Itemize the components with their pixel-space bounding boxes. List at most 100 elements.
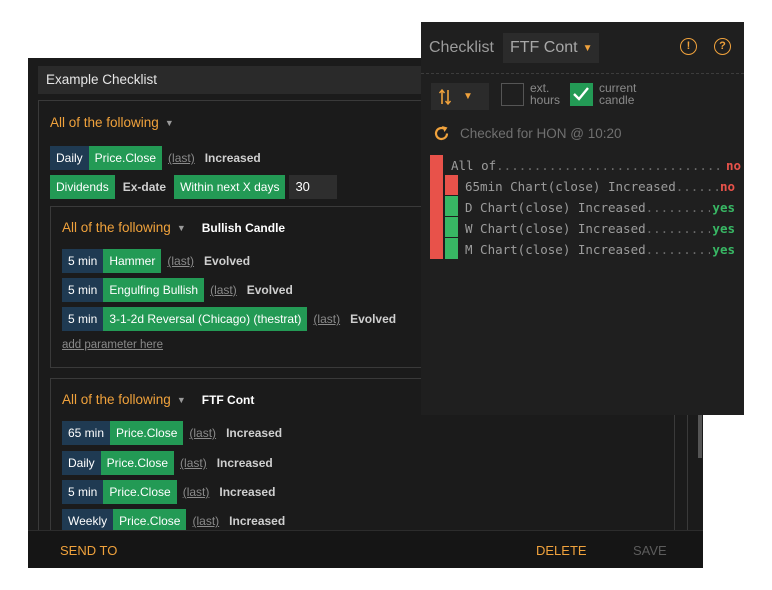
condition-label[interactable]: Increased (229, 514, 286, 528)
condition-label[interactable]: Increased (216, 456, 273, 470)
result-label: All of (451, 157, 497, 173)
group-mode-dropdown[interactable]: All of the following (62, 220, 171, 235)
timeframe-chip[interactable]: 5 min (62, 480, 104, 504)
caret-down-icon: ▼ (582, 42, 593, 54)
condition-label[interactable]: Evolved (350, 312, 397, 326)
scrollbar[interactable] (698, 398, 702, 458)
sort-icon (439, 88, 451, 105)
lookback-link[interactable]: (last) (210, 283, 237, 297)
result-row: All of no (451, 155, 741, 175)
outer-group-header: All of the following ▼ (50, 115, 174, 130)
field-chip[interactable]: Dividends (50, 175, 115, 199)
condition-label[interactable]: Evolved (246, 283, 293, 297)
lookback-link[interactable]: (last) (192, 514, 220, 528)
group-name[interactable]: Bullish Candle (201, 220, 286, 235)
timeframe-chip[interactable]: Daily (50, 146, 89, 170)
sub-group-ftf-cont: All of the following ▼ FTF Cont 65 min P… (50, 378, 675, 568)
result-value: no (719, 178, 735, 194)
result-label: W Chart(close) Increased (465, 220, 646, 236)
checkmark-icon (573, 87, 589, 101)
timeframe-chip[interactable]: Daily (62, 451, 101, 475)
lookback-link[interactable]: (last) (167, 254, 195, 268)
qualifier-label[interactable]: Ex-date (122, 180, 167, 194)
sub-group-bullish-candle: All of the following ▼ Bullish Candle 5 … (50, 206, 675, 368)
ext-hours-label: ext. hours (530, 81, 561, 107)
lookback-link[interactable]: (last) (180, 456, 207, 470)
field-chip[interactable]: Price.Close (103, 480, 177, 504)
result-bar (445, 217, 458, 237)
result-value: yes (712, 199, 735, 215)
refresh-icon[interactable] (433, 125, 450, 142)
dot-leader (646, 242, 711, 257)
result-value: yes (712, 241, 735, 257)
current-candle-label: current candle (599, 81, 637, 107)
current-candle-checkbox[interactable] (570, 83, 593, 106)
condition-label[interactable]: Increased (226, 426, 283, 440)
result-bar-all (430, 155, 443, 259)
condition-row: 65 min Price.Close (last) Increased (62, 421, 282, 445)
editor-footer: SEND TO DELETE SAVE (28, 530, 703, 568)
save-button[interactable]: SAVE (633, 543, 667, 558)
add-parameter-link[interactable]: add parameter here (62, 339, 164, 351)
group-mode-dropdown[interactable]: All of the following (62, 392, 171, 407)
help-icon[interactable]: ? (714, 38, 731, 55)
timeframe-chip[interactable]: Weekly (62, 509, 114, 533)
timeframe-chip[interactable]: 5 min (62, 249, 104, 273)
send-to-button[interactable]: SEND TO (60, 543, 118, 558)
info-icon[interactable]: ! (680, 38, 697, 55)
days-input[interactable]: 30 (289, 175, 338, 199)
condition-label[interactable]: Increased (204, 151, 261, 165)
result-row: W Chart(close) Increased yes (465, 218, 735, 238)
condition-row: Daily Price.Close (last) Increased (62, 451, 273, 475)
caret-down-icon[interactable]: ▼ (164, 117, 174, 128)
caret-down-icon[interactable]: ▼ (176, 394, 186, 405)
ext-hours-checkbox[interactable] (501, 83, 524, 106)
group-mode-dropdown[interactable]: All of the following (50, 115, 159, 130)
condition-label[interactable]: Increased (219, 485, 276, 499)
lookback-link[interactable]: (last) (189, 426, 217, 440)
dot-leader (646, 221, 711, 236)
timeframe-chip[interactable]: 5 min (62, 307, 104, 331)
pattern-chip[interactable]: 3-1-2d Reversal (Chicago) (thestrat) (103, 307, 308, 331)
checklist-select-label: FTF Cont (510, 39, 578, 56)
result-row: D Chart(close) Increased yes (465, 197, 735, 217)
window-chip[interactable]: Within next X days (174, 175, 286, 199)
status-text: Checked for HON @ 10:20 (460, 126, 622, 141)
timeframe-chip[interactable]: 5 min (62, 278, 104, 302)
popup-title: Checklist (429, 39, 494, 56)
dot-leader (646, 200, 711, 215)
sort-button[interactable]: ▼ (431, 83, 489, 110)
condition-row: Daily Price.Close (last) Increased (50, 146, 261, 170)
field-chip[interactable]: Price.Close (100, 451, 175, 475)
field-chip[interactable]: Price.Close (110, 421, 184, 445)
result-bar (445, 238, 458, 259)
result-label: M Chart(close) Increased (465, 241, 646, 257)
lookback-link[interactable]: (last) (168, 151, 195, 165)
popup-header: Checklist FTF Cont ▼ ! ? (421, 22, 744, 74)
condition-row: 5 min 3-1-2d Reversal (Chicago) (thestra… (62, 307, 396, 331)
caret-down-icon: ▼ (463, 91, 473, 102)
result-value: yes (712, 220, 735, 236)
options-row: ▼ ext. hours current candle (421, 78, 744, 114)
pattern-chip[interactable]: Hammer (103, 249, 162, 273)
caret-down-icon[interactable]: ▼ (176, 222, 186, 233)
checklist-popup: Checklist FTF Cont ▼ ! ? ▼ ext. hours cu… (421, 22, 744, 415)
sub-group-header: All of the following ▼ Bullish Candle (62, 220, 285, 235)
status-line: Checked for HON @ 10:20 (433, 125, 622, 142)
result-row: 65min Chart(close) Increased no (465, 176, 735, 196)
checklist-select[interactable]: FTF Cont ▼ (503, 33, 600, 63)
lookback-link[interactable]: (last) (313, 312, 341, 326)
field-chip[interactable]: Price.Close (88, 146, 163, 170)
result-row: M Chart(close) Increased yes (465, 239, 735, 259)
field-chip[interactable]: Price.Close (113, 509, 187, 533)
pattern-chip[interactable]: Engulfing Bullish (103, 278, 205, 302)
lookback-link[interactable]: (last) (182, 485, 210, 499)
delete-button[interactable]: DELETE (536, 543, 587, 558)
result-label: 65min Chart(close) Increased (465, 178, 676, 194)
condition-row: Dividends Ex-date Within next X days 30 (50, 175, 338, 199)
condition-label[interactable]: Evolved (204, 254, 251, 268)
group-name[interactable]: FTF Cont (201, 392, 255, 407)
result-bar (445, 196, 458, 216)
condition-row: Weekly Price.Close (last) Increased (62, 509, 285, 533)
timeframe-chip[interactable]: 65 min (62, 421, 111, 445)
